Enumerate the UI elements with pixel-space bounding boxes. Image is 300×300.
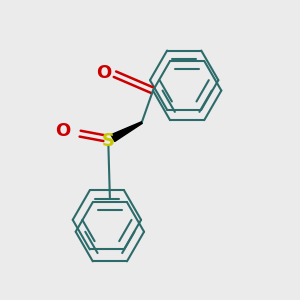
Text: O: O <box>96 64 111 82</box>
Polygon shape <box>111 122 142 142</box>
Text: S: S <box>102 132 115 150</box>
Text: O: O <box>55 122 70 140</box>
